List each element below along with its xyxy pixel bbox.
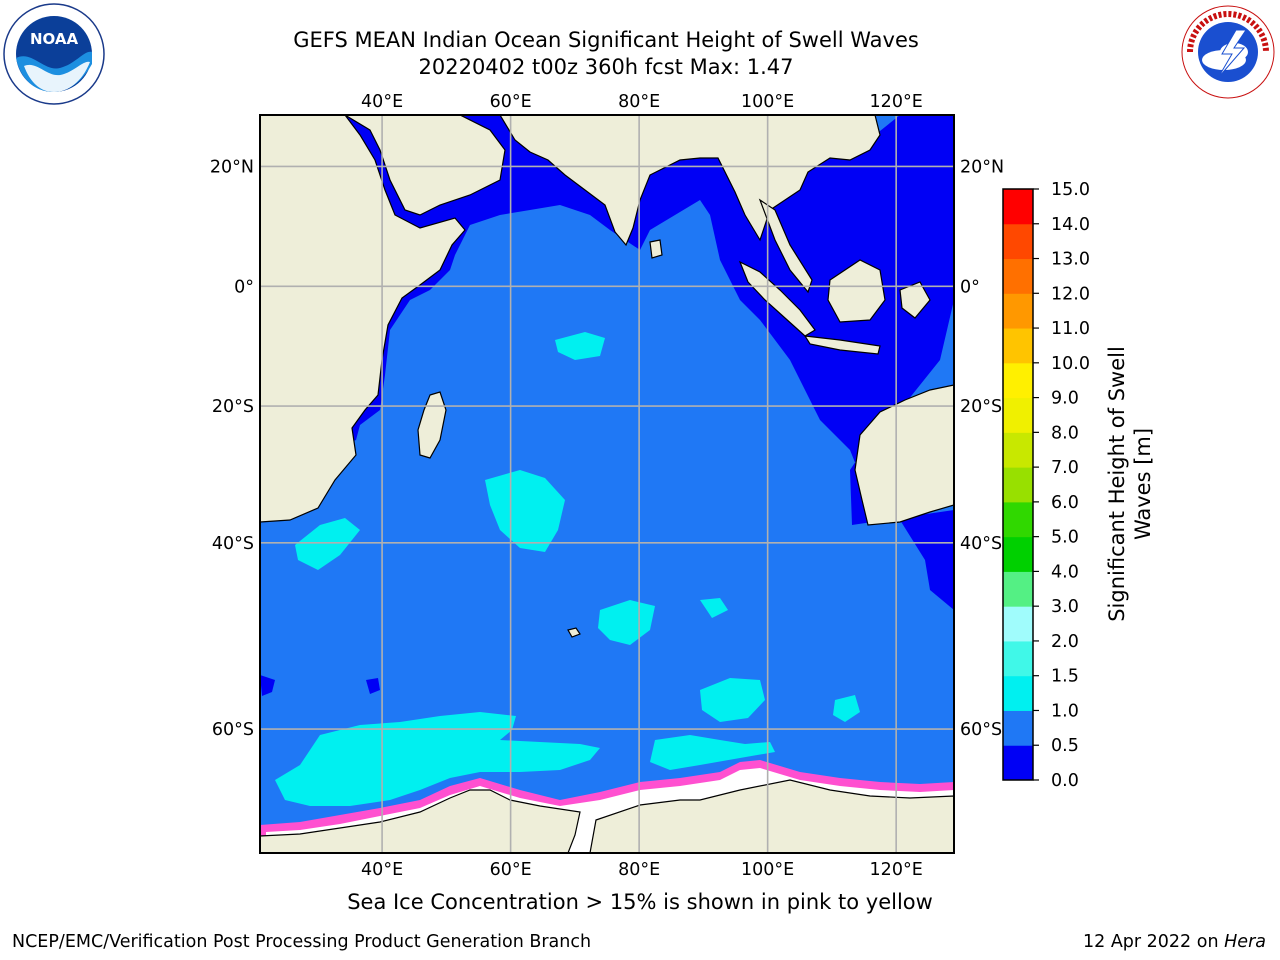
colorbar-swatch bbox=[1003, 640, 1033, 677]
colorbar-swatch bbox=[1003, 501, 1033, 538]
lon-label-bottom: 80°E bbox=[618, 860, 660, 880]
colorbar-swatch bbox=[1003, 467, 1033, 503]
lon-label-top: 40°E bbox=[361, 92, 403, 112]
arabian-peninsula bbox=[343, 115, 506, 216]
colorbar-tick-label: 8.0 bbox=[1051, 423, 1079, 443]
noaa-logo-text: NOAA bbox=[30, 30, 79, 48]
low-swell-regions bbox=[260, 115, 954, 696]
lat-label-left: 60°S bbox=[212, 720, 254, 740]
lon-label-top: 120°E bbox=[870, 92, 923, 112]
antarctica-land bbox=[260, 789, 581, 853]
colorbar-swatch bbox=[1003, 258, 1033, 294]
sri-lanka bbox=[649, 239, 663, 259]
colorbar-tick-label: 0.5 bbox=[1051, 736, 1079, 756]
latitude-labels-left: 20°N 0° 20°S 40°S 60°S bbox=[210, 157, 254, 740]
colorbar-swatch bbox=[1003, 606, 1033, 642]
lon-label-top: 80°E bbox=[618, 92, 660, 112]
colorbar-tick-label: 1.0 bbox=[1051, 701, 1079, 721]
lat-label-left: 20°N bbox=[210, 157, 254, 177]
java bbox=[803, 335, 881, 355]
colorbar-swatch bbox=[1003, 189, 1033, 225]
colorbar-tick-label: 11.0 bbox=[1051, 319, 1090, 339]
australia-land bbox=[854, 384, 954, 526]
colorbar-swatch bbox=[1003, 328, 1033, 364]
lat-label-right: 40°S bbox=[960, 534, 1002, 554]
map-subtitle: 20220402 t00z 360h fcst Max: 1.47 bbox=[418, 55, 794, 79]
noaa-logo: NOAA bbox=[3, 3, 105, 105]
colorbar-swatch bbox=[1003, 675, 1033, 711]
colorbar-frame bbox=[1002, 188, 1034, 781]
colorbar-tick-label: 7.0 bbox=[1051, 458, 1079, 478]
nws-logo bbox=[1181, 5, 1275, 99]
colorbar-swatch bbox=[1003, 571, 1033, 607]
host-name: Hera bbox=[1224, 932, 1266, 952]
colorbar-tick-label: 5.0 bbox=[1051, 528, 1079, 548]
sea-ice-note: Sea Ice Concentration > 15% is shown in … bbox=[347, 890, 933, 914]
colorbar-label-line1: Significant Height of Swell bbox=[1105, 346, 1129, 622]
colorbar-tick-label: 10.0 bbox=[1051, 354, 1090, 374]
colorbar-swatch bbox=[1003, 293, 1033, 329]
colorbar-tick-label: 12.0 bbox=[1051, 284, 1090, 304]
lat-label-right: 0° bbox=[960, 277, 980, 297]
lat-label-right: 20°S bbox=[960, 397, 1002, 417]
longitude-labels-bottom: 40°E 60°E 80°E 100°E 120°E bbox=[361, 860, 923, 880]
colorbar-tick-label: 9.0 bbox=[1051, 389, 1079, 409]
colorbar-swatch bbox=[1003, 397, 1033, 433]
colorbar-tick-label: 2.0 bbox=[1051, 632, 1079, 652]
lon-label-top: 60°E bbox=[490, 92, 532, 112]
colorbar-swatch bbox=[1003, 432, 1033, 468]
lat-label-right: 20°N bbox=[960, 157, 1004, 177]
map-gridlines bbox=[260, 115, 954, 853]
sumatra bbox=[738, 260, 816, 337]
high-swell-regions bbox=[275, 332, 860, 806]
colorbar-tick-label: 4.0 bbox=[1051, 562, 1079, 582]
branch-credit: NCEP/EMC/Verification Post Processing Pr… bbox=[12, 932, 592, 952]
lat-label-left: 40°S bbox=[212, 534, 254, 554]
india-asia-land bbox=[499, 115, 881, 247]
date-text: 12 Apr 2022 on bbox=[1082, 932, 1219, 952]
map-frame bbox=[259, 114, 955, 854]
colorbar: 0.0 0.5 1.0 1.5 2.0 3.0 4.0 5.0 6.0 7.0 8.0 9.0 10.0… bbox=[1002, 180, 1090, 791]
colorbar-swatch bbox=[1003, 362, 1033, 399]
lat-label-left: 20°S bbox=[212, 397, 254, 417]
colorbar-tick-label: 0.0 bbox=[1051, 771, 1079, 791]
colorbar-tick-label: 14.0 bbox=[1051, 215, 1090, 235]
map-title: GEFS MEAN Indian Ocean Significant Heigh… bbox=[293, 28, 919, 52]
colorbar-tick-label: 15.0 bbox=[1051, 180, 1090, 200]
lon-label-bottom: 60°E bbox=[490, 860, 532, 880]
lon-label-bottom: 120°E bbox=[870, 860, 923, 880]
colorbar-label-line2: Waves [m] bbox=[1131, 428, 1155, 540]
madagascar bbox=[417, 391, 447, 459]
africa-land bbox=[260, 115, 466, 523]
land-masses bbox=[260, 115, 954, 853]
lat-label-left: 0° bbox=[234, 277, 254, 297]
colorbar-tick-label: 13.0 bbox=[1051, 250, 1090, 270]
colorbar-tick-label: 1.5 bbox=[1051, 667, 1079, 687]
indo-islands bbox=[899, 281, 931, 319]
colorbar-tick-label: 3.0 bbox=[1051, 597, 1079, 617]
colorbar-swatch bbox=[1003, 536, 1033, 572]
lon-label-bottom: 100°E bbox=[741, 860, 794, 880]
map-area bbox=[260, 115, 954, 853]
colorbar-swatch bbox=[1003, 710, 1033, 746]
colorbar-tick-label: 6.0 bbox=[1051, 493, 1079, 513]
lon-label-top: 100°E bbox=[741, 92, 794, 112]
latitude-labels-right: 20°N 0° 20°S 40°S 60°S bbox=[960, 157, 1004, 740]
colorbar-swatch bbox=[1003, 745, 1033, 781]
longitude-labels-top: 40°E 60°E 80°E 100°E 120°E bbox=[361, 92, 923, 112]
date-stamp: 12 Apr 2022 on Hera bbox=[1083, 932, 1266, 952]
kerguelen-island bbox=[567, 627, 581, 638]
lon-label-bottom: 40°E bbox=[361, 860, 403, 880]
colorbar-swatch bbox=[1003, 223, 1033, 260]
lat-label-right: 60°S bbox=[960, 720, 1002, 740]
borneo bbox=[827, 259, 886, 323]
